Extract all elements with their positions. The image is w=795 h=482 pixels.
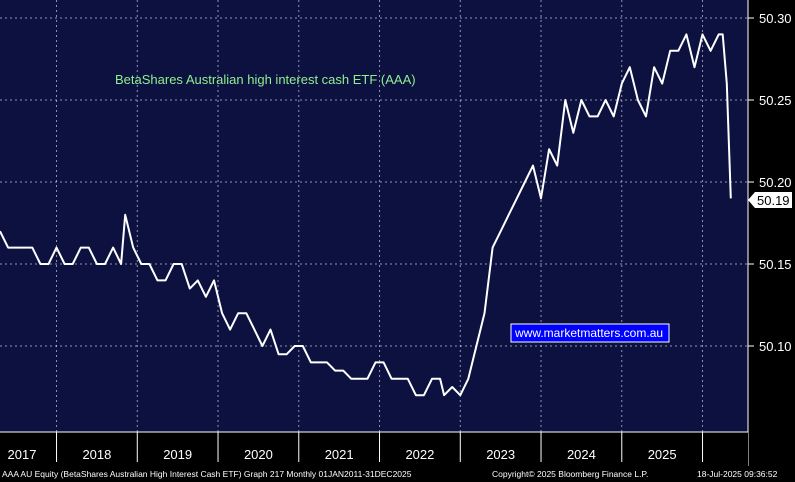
series-layer: [0, 33, 732, 397]
last-value-arrow: [748, 192, 792, 208]
y-tick-label: 50.20: [759, 175, 792, 190]
x-tick-label: 2023: [486, 447, 515, 462]
y-tick-label: 50.25: [759, 93, 792, 108]
x-tick-label: 2017: [8, 447, 37, 462]
grid-layer: [0, 0, 748, 432]
series-line: [0, 33, 732, 397]
y-tick-label: 50.15: [759, 257, 792, 272]
watermark: www.marketmatters.com.au: [510, 323, 670, 343]
x-tick-label: 2024: [567, 447, 596, 462]
watermark-text: www.marketmatters.com.au: [514, 326, 663, 340]
x-axis: 2017 2018 2019 2020 2021 2022 2023 2024 2025: [0, 431, 748, 466]
x-tick-label: 2018: [82, 447, 111, 462]
x-tick-label: 2025: [648, 447, 677, 462]
x-tick-label: 2021: [325, 447, 354, 462]
chart-title: BetaShares Australian high interest cash…: [115, 72, 416, 87]
x-tick-label: 2019: [163, 447, 192, 462]
y-tick-label: 50.30: [759, 11, 792, 26]
y-axis: 50.10 50.15 50.20 50.25 50.30: [747, 0, 792, 466]
footer-source: AAA AU Equity (BetaShares Australian Hig…: [2, 469, 412, 479]
footer-timestamp: 18-Jul-2025 09:36:52: [697, 469, 778, 479]
footer-copyright: Copyright© 2025 Bloomberg Finance L.P.: [492, 469, 648, 479]
y-tick-label: 50.10: [759, 339, 792, 354]
watermark-box: [510, 323, 670, 343]
x-axis-band: [0, 432, 748, 466]
last-value-label: 50.19: [757, 193, 790, 208]
last-value-marker: 50.19: [748, 192, 792, 208]
footer: AAA AU Equity (BetaShares Australian Hig…: [2, 469, 778, 479]
x-tick-label: 2020: [244, 447, 273, 462]
x-tick-label: 2022: [405, 447, 434, 462]
